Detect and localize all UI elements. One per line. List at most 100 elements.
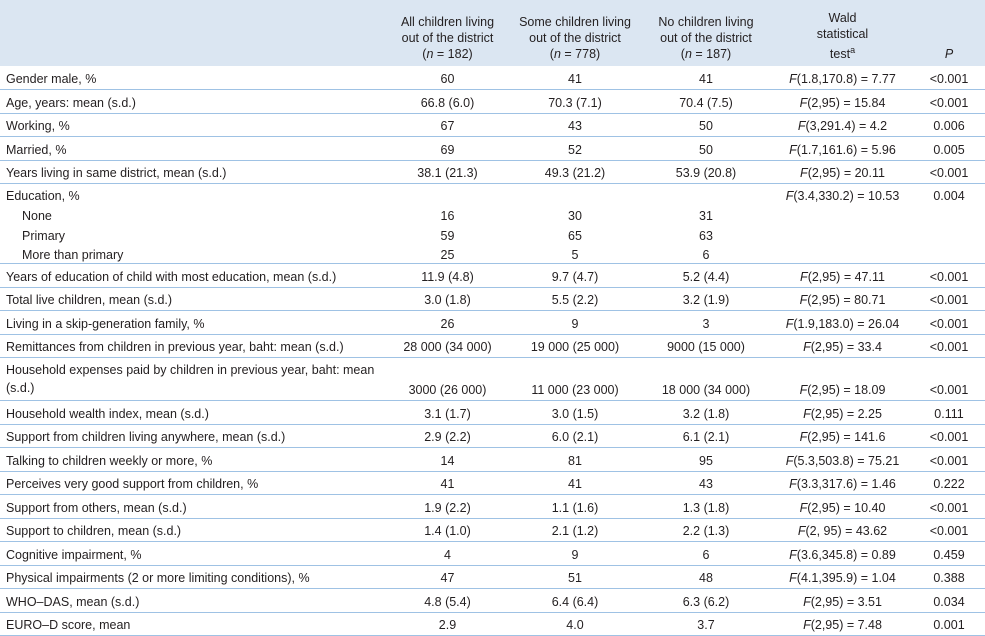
- data-cell: 41: [699, 72, 713, 86]
- data-cell: 9000 (15 000): [667, 340, 745, 355]
- row-label: Married, %: [6, 142, 67, 157]
- row-label: Support to children, mean (s.d.): [6, 524, 182, 539]
- header-line: out of the district: [401, 31, 494, 45]
- header-line: statistical: [816, 26, 869, 41]
- wald-cell: F(3.4,330.2) = 10.53: [785, 188, 900, 203]
- header-cell: [0, 0, 385, 66]
- p-cell: <0.001: [929, 383, 969, 398]
- wald-cell: F(2,95) = 18.09: [799, 383, 886, 398]
- table-row: Talking to children weekly or more, % 14 8…: [0, 448, 985, 472]
- data-cell: 11.9 (4.8): [421, 269, 474, 284]
- p-cell: 0.388: [933, 571, 965, 586]
- data-cell: 49.3 (21.2): [544, 166, 606, 180]
- row-label: Years living in same district, mean (s.d…: [6, 166, 227, 180]
- wald-cell: F(2, 95) = 43.62: [797, 524, 888, 539]
- p-cell: 0.222: [933, 477, 965, 492]
- table-row: Perceives very good support from childre…: [0, 471, 985, 495]
- row-label: Physical impairments (2 or more limiting…: [6, 571, 310, 586]
- wald-cell: F(3,291.4) = 4.2: [797, 119, 888, 133]
- data-cell: 2.9: [438, 618, 457, 633]
- table-row: Living in a skip-generation family, % 26 9…: [0, 311, 985, 335]
- header-line: testa: [829, 44, 856, 61]
- data-cell: 9: [571, 316, 579, 331]
- row-label: WHO–DAS, mean (s.d.): [6, 594, 140, 609]
- table-row: Cognitive impairment, % 4 9 6 F(3.6,345.8) =…: [0, 542, 985, 566]
- table-row: Years living in same district, mean (s.d…: [0, 160, 985, 184]
- p-cell: <0.001: [929, 500, 969, 515]
- row-label: Working, %: [6, 119, 70, 133]
- row-label: EURO–D score, mean: [6, 618, 131, 633]
- data-cell: 5.2 (4.4): [682, 269, 730, 284]
- p-cell: <0.001: [929, 430, 969, 445]
- data-cell: 52: [568, 142, 582, 157]
- data-cell: 3.0 (1.5): [551, 406, 599, 421]
- wald-cell: F(2,95) = 15.84: [799, 95, 886, 110]
- table-row: Total live children, mean (s.d.) 3.0 (1.8…: [0, 287, 985, 311]
- data-cell: 51: [568, 571, 582, 586]
- data-cell: 3.2 (1.8): [682, 406, 730, 421]
- table-row: Remittances from children in previous ye…: [0, 334, 985, 358]
- row-label: Gender male, %: [6, 72, 97, 86]
- row-label: Household wealth index, mean (s.d.): [6, 406, 209, 421]
- row-label: Age, years: mean (s.d.): [6, 95, 136, 110]
- p-cell: 0.111: [934, 406, 964, 421]
- data-cell: 1.4 (1.0): [424, 524, 471, 539]
- data-cell: 14: [440, 453, 455, 468]
- empty-cell: [772, 205, 913, 225]
- data-cell: 48: [699, 571, 713, 586]
- row-label: Household expenses paid by children in p…: [6, 363, 375, 396]
- data-cell: 3000 (26 000): [408, 383, 487, 398]
- data-cell: 41: [568, 477, 582, 492]
- column-header: No children living out of the district (n …: [640, 0, 772, 66]
- header-line: out of the district: [529, 31, 621, 45]
- table-row: Working, % 67 43 50 F(3,291.4) = 4.2 0.006: [0, 113, 985, 137]
- p-cell: <0.001: [929, 95, 969, 110]
- data-cell: 50: [699, 119, 713, 133]
- data-cell: 25: [440, 248, 455, 263]
- empty-cell: [640, 184, 772, 205]
- header-line: out of the district: [660, 31, 752, 45]
- header-line: (n = 182): [422, 47, 473, 61]
- data-cell: 95: [699, 453, 713, 468]
- p-cell: 0.005: [933, 142, 965, 157]
- p-cell: 0.004: [933, 188, 965, 203]
- data-cell: 6: [702, 547, 710, 562]
- wald-cell: F(2,95) = 20.11: [800, 166, 885, 180]
- empty-cell: [913, 224, 985, 244]
- data-cell: 66.8 (6.0): [420, 95, 475, 110]
- data-cell: 47: [440, 571, 455, 586]
- data-cell: 38.1 (21.3): [417, 166, 478, 180]
- data-cell: 6.3 (6.2): [682, 594, 730, 609]
- data-cell: 4: [444, 547, 451, 562]
- p-cell: 0.034: [933, 594, 965, 609]
- data-cell: 41: [568, 72, 582, 86]
- data-cell: 31: [699, 209, 713, 224]
- footnote-marker: a: [850, 44, 856, 55]
- p-cell: <0.001: [929, 166, 969, 180]
- data-cell: 63: [699, 228, 713, 243]
- header-row: All children living out of the district (n…: [0, 0, 985, 66]
- p-cell: <0.001: [929, 524, 969, 539]
- sub-row: More than primary 25 5 6: [0, 244, 985, 264]
- p-cell: <0.001: [929, 340, 969, 355]
- data-cell: 16: [440, 209, 455, 224]
- p-cell: <0.001: [929, 453, 969, 468]
- table-row: EURO–D score, mean 2.9 4.0 3.7 F(2,95) = 7.4…: [0, 612, 985, 636]
- row-label: Living in a skip-generation family, %: [6, 316, 205, 331]
- p-cell: <0.001: [929, 269, 969, 284]
- data-cell: 43: [699, 477, 713, 492]
- data-cell: 2.1 (1.2): [551, 524, 599, 539]
- empty-cell: [913, 205, 985, 225]
- data-cell: 6.1 (2.1): [682, 430, 730, 445]
- table-row: Household wealth index, mean (s.d.) 3.1 (…: [0, 401, 985, 425]
- empty-cell: [913, 244, 985, 264]
- p-cell: <0.001: [929, 72, 969, 86]
- row-label: None: [22, 209, 52, 224]
- data-cell: 5: [571, 248, 579, 263]
- wald-cell: F(3.3,317.6) = 1.46: [789, 477, 896, 492]
- header-line: Wald: [828, 10, 857, 25]
- row-label: Remittances from children in previous ye…: [6, 340, 344, 355]
- data-cell: 6: [702, 248, 710, 263]
- wald-cell: F(2,95) = 80.71: [799, 293, 886, 308]
